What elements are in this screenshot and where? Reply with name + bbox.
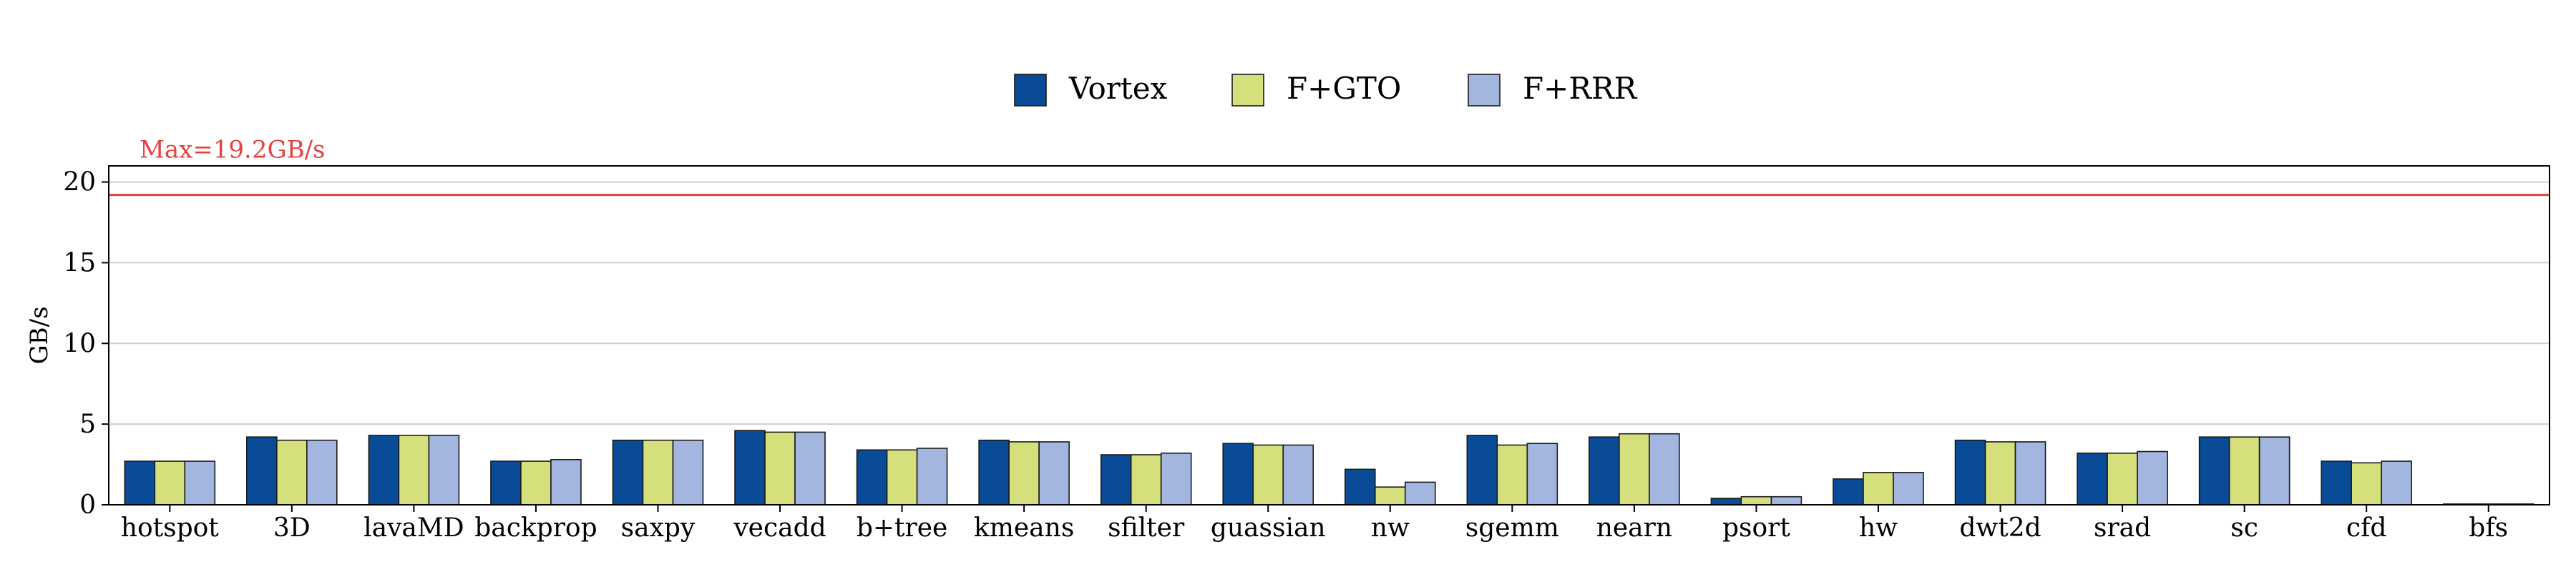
bar-f-rrr-hotspot xyxy=(184,460,216,506)
bar-f-rrr-3d xyxy=(306,439,338,506)
bar-vortex-hotspot xyxy=(124,460,156,506)
bar-f-gto-3d xyxy=(276,439,308,506)
y-tick-label: 15 xyxy=(63,248,96,277)
bars xyxy=(124,430,2534,506)
bar-f-rrr-dwt2d xyxy=(2014,441,2046,506)
bar-f-rrr-sc xyxy=(2258,436,2290,506)
x-tick-label: 3D xyxy=(273,513,311,543)
x-tick-label: hw xyxy=(1859,513,1898,543)
bar-f-gto-cfd xyxy=(2351,462,2382,506)
x-tick-label: saxpy xyxy=(621,513,696,543)
bar-f-rrr-sgemm xyxy=(1526,443,1558,506)
bar-f-gto-nw xyxy=(1374,486,1406,506)
x-tick-label: b+tree xyxy=(857,513,948,543)
bar-vortex-cfd xyxy=(2321,460,2352,506)
bar-f-gto-psort xyxy=(1740,495,1772,506)
bar-vortex-dwt2d xyxy=(1954,439,1986,506)
bar-f-gto-nearn xyxy=(1619,433,1650,506)
bar-f-gto-backprop xyxy=(520,460,552,506)
legend-swatch-vortex xyxy=(1014,74,1047,107)
bar-vortex-saxpy xyxy=(612,439,644,506)
legend-swatch-f-gto xyxy=(1231,74,1264,107)
grid-lines xyxy=(109,181,2550,425)
x-tick-label: hotspot xyxy=(121,513,220,543)
x-tick-label: backprop xyxy=(474,513,597,543)
bar-f-gto-lavamd xyxy=(398,435,430,506)
y-axis-label: GB/s xyxy=(25,306,54,364)
legend: Vortex F+GTO F+RRR xyxy=(1014,71,1638,107)
bar-vortex-sgemm xyxy=(1466,435,1498,506)
x-tick-label: cfd xyxy=(2346,513,2387,543)
bar-f-rrr-nearn xyxy=(1649,433,1680,506)
reference-line-label: Max=19.2GB/s xyxy=(140,136,326,164)
x-tick-label: kmeans xyxy=(974,513,1074,543)
bar-f-rrr-cfd xyxy=(2381,460,2412,506)
bar-f-rrr-psort xyxy=(1770,495,1802,506)
bar-f-gto-dwt2d xyxy=(1984,441,2016,506)
bar-f-gto-hw xyxy=(1863,472,1894,506)
x-tick-label: sc xyxy=(2230,513,2258,543)
y-tick-label: 5 xyxy=(79,410,96,439)
x-tick-label: sgemm xyxy=(1465,513,1559,543)
bar-vortex-b-tree xyxy=(856,449,888,506)
x-tick-label: lavaMD xyxy=(364,513,464,543)
bar-f-rrr-saxpy xyxy=(672,439,704,506)
bar-f-gto-saxpy xyxy=(642,439,674,506)
bar-f-rrr-hw xyxy=(1893,472,1924,506)
bar-f-gto-vecadd xyxy=(764,431,796,506)
bar-vortex-psort xyxy=(1710,498,1742,506)
bar-f-gto-sgemm xyxy=(1496,444,1528,506)
legend-label: Vortex xyxy=(1068,71,1168,106)
bar-vortex-guassian xyxy=(1222,443,1254,506)
bar-vortex-lavamd xyxy=(368,435,400,506)
x-tick-label: srad xyxy=(2094,513,2151,543)
bar-f-rrr-guassian xyxy=(1282,444,1314,506)
bar-f-rrr-vecadd xyxy=(794,431,826,506)
bar-vortex-nearn xyxy=(1589,436,1620,506)
x-tick-label: nw xyxy=(1371,513,1410,543)
legend-label: F+GTO xyxy=(1287,71,1401,106)
x-tick-label: bfs xyxy=(2469,513,2508,543)
bar-vortex-vecadd xyxy=(734,430,766,506)
legend-swatch-f-rrr xyxy=(1468,74,1501,107)
x-tick-label: vecadd xyxy=(733,513,826,543)
x-tick-label: sfilter xyxy=(1108,513,1185,543)
y-tick-label: 20 xyxy=(63,168,96,197)
bar-f-rrr-sfilter xyxy=(1160,452,1192,506)
x-tick-label: guassian xyxy=(1211,513,1326,543)
bar-f-gto-guassian xyxy=(1252,444,1284,506)
x-tick-label: dwt2d xyxy=(1959,513,2041,543)
bar-f-gto-sc xyxy=(2228,436,2260,506)
bar-f-rrr-kmeans xyxy=(1038,441,1070,506)
bar-vortex-hw xyxy=(1833,478,1864,506)
bar-f-gto-srad xyxy=(2107,452,2138,506)
bar-vortex-backprop xyxy=(490,460,522,506)
bar-f-gto-kmeans xyxy=(1008,441,1040,506)
bar-vortex-sc xyxy=(2198,436,2230,506)
bar-f-rrr-srad xyxy=(2137,450,2168,506)
legend-label: F+RRR xyxy=(1523,71,1638,106)
x-tick-label: nearn xyxy=(1596,513,1672,543)
bar-f-rrr-nw xyxy=(1404,481,1436,506)
plot-frame xyxy=(108,165,2550,506)
bar-f-gto-b-tree xyxy=(886,449,918,506)
bar-vortex-3d xyxy=(246,436,278,506)
bar-vortex-sfilter xyxy=(1100,454,1132,506)
bar-vortex-srad xyxy=(2077,452,2108,506)
y-tick-label: 0 xyxy=(79,490,96,520)
x-axis: hotspot 3D lavaMD backprop saxpy vecadd b+tree… xyxy=(121,505,2508,543)
bar-f-gto-sfilter xyxy=(1130,454,1162,506)
bar-vortex-kmeans xyxy=(978,439,1010,506)
y-axis: 0 5 10 15 20 xyxy=(63,168,109,520)
bar-f-rrr-backprop xyxy=(550,458,582,506)
bar-f-rrr-lavamd xyxy=(428,435,460,506)
max-bandwidth-line: Max=19.2GB/s xyxy=(109,136,2550,197)
bar-f-rrr-b-tree xyxy=(916,448,948,506)
bar-f-gto-hotspot xyxy=(154,460,186,506)
y-tick-label: 10 xyxy=(63,329,96,358)
bar-vortex-nw xyxy=(1344,468,1376,506)
x-tick-label: psort xyxy=(1722,513,1790,543)
